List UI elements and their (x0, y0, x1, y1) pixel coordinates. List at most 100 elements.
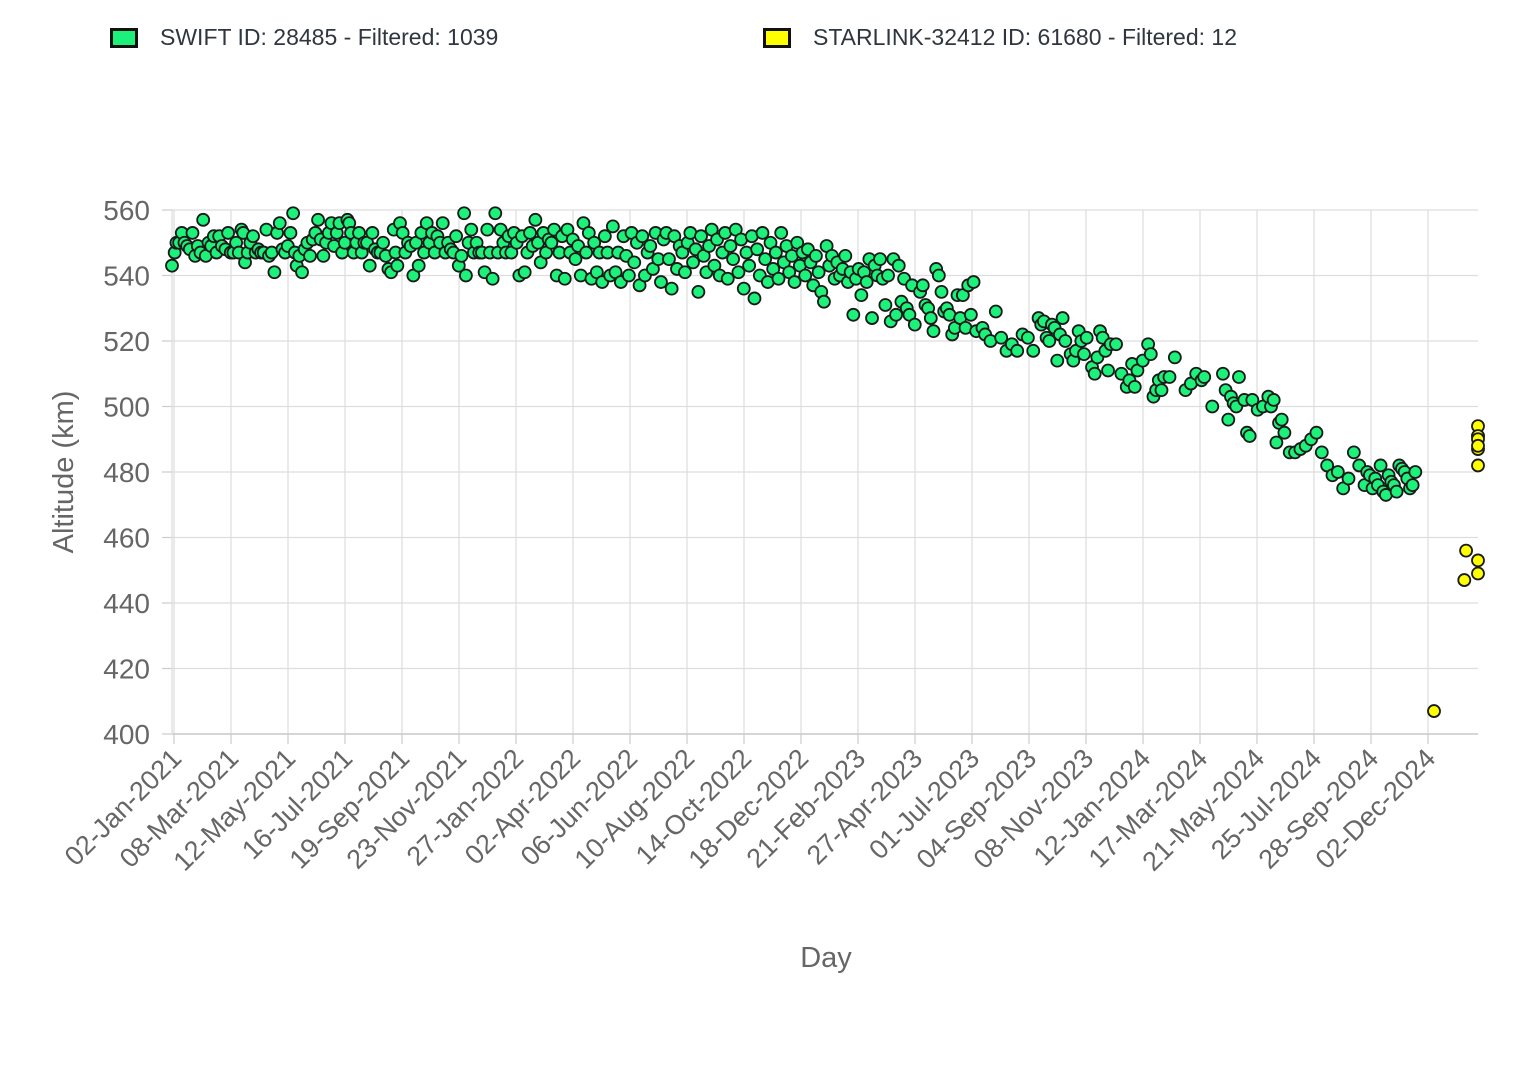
y-tick-label: 540 (103, 261, 150, 292)
data-point (517, 265, 532, 280)
data-point (771, 271, 786, 286)
data-point (1221, 412, 1236, 427)
data-point (454, 248, 469, 263)
data-point (891, 258, 906, 273)
data-point (747, 291, 762, 306)
data-point (736, 281, 751, 296)
data-point (635, 229, 650, 244)
data-point (662, 252, 676, 267)
legend-label-starlink: STARLINK-32412 ID: 61680 - Filtered: 12 (813, 24, 1238, 50)
data-point (934, 284, 949, 299)
data-point (1471, 566, 1485, 581)
data-point (185, 226, 200, 240)
data-point (283, 226, 298, 240)
data-point (923, 311, 938, 325)
data-point (1205, 399, 1220, 414)
data-points (165, 206, 1485, 718)
data-point (963, 307, 978, 322)
x-tick-labels: 02-Jan-202108-Mar-202112-May-202116-Jul-… (59, 743, 1441, 877)
y-tick-label: 480 (103, 457, 150, 488)
data-point (859, 275, 874, 289)
data-point (568, 252, 583, 267)
data-point (1309, 425, 1324, 440)
data-point (889, 307, 903, 322)
data-point (1330, 465, 1345, 479)
data-point (1010, 343, 1025, 358)
data-point (854, 288, 869, 303)
data-point (365, 226, 380, 240)
x-axis-label: Day (800, 942, 852, 974)
data-point (597, 229, 612, 244)
data-point (1050, 353, 1065, 368)
data-point (1341, 471, 1356, 486)
data-point (755, 226, 770, 240)
data-point (798, 268, 813, 283)
data-point (1405, 478, 1420, 493)
data-point (731, 265, 746, 280)
data-point (1269, 435, 1284, 450)
data-point (627, 255, 642, 270)
data-point (809, 248, 823, 263)
data-point (390, 258, 405, 273)
y-tick-labels: 400 420 440 460 480 500 520 540 560 (103, 195, 150, 750)
data-point (838, 248, 853, 263)
data-point (488, 206, 503, 221)
data-point (1109, 337, 1123, 352)
data-point (362, 258, 377, 273)
legend-swatch-starlink (763, 27, 791, 48)
data-point (311, 212, 325, 227)
data-point (873, 252, 887, 267)
data-point (1346, 445, 1361, 460)
data-point (1042, 334, 1057, 348)
data-point (787, 275, 802, 289)
y-tick-label: 400 (103, 719, 150, 750)
data-point (758, 252, 773, 267)
data-point (720, 271, 735, 286)
data-point (750, 242, 765, 257)
data-point (768, 245, 783, 260)
data-point (1471, 438, 1485, 453)
legend-item-swift[interactable]: SWIFT ID: 28485 - Filtered: 1039 (110, 24, 498, 51)
data-point (915, 278, 930, 293)
series-swift (165, 206, 1423, 502)
data-point (1373, 458, 1388, 473)
data-point (1277, 425, 1292, 440)
data-point (742, 258, 757, 273)
data-point (1216, 366, 1230, 381)
y-tick-label: 440 (103, 588, 150, 619)
data-point (878, 298, 893, 312)
data-point (1459, 543, 1473, 558)
data-point (316, 248, 331, 263)
data-point (994, 330, 1009, 345)
data-point (643, 239, 658, 253)
data-point (1389, 484, 1404, 499)
data-point (726, 252, 740, 267)
data-point (1427, 704, 1441, 718)
data-point (272, 216, 287, 231)
legend-label-swift: SWIFT ID: 28485 - Filtered: 1039 (160, 24, 499, 50)
data-point (931, 268, 946, 283)
data-point (1079, 330, 1094, 345)
data-point (1127, 379, 1142, 394)
data-point (376, 235, 390, 250)
data-point (966, 275, 981, 289)
legend-item-starlink[interactable]: STARLINK-32412 ID: 61680 - Filtered: 12 (763, 24, 1237, 51)
data-point (1242, 429, 1257, 443)
data-point (1408, 465, 1423, 479)
data-point (1197, 370, 1212, 384)
data-point (1274, 412, 1289, 427)
data-point (1055, 311, 1070, 325)
data-point (774, 226, 789, 240)
data-point (694, 229, 708, 244)
y-tick-label: 520 (103, 326, 150, 357)
data-point (1077, 347, 1091, 362)
data-point (196, 212, 211, 227)
data-point (295, 265, 309, 280)
legend-swatch-swift (110, 27, 138, 48)
data-point (544, 235, 559, 250)
data-point (286, 206, 301, 221)
data-point (811, 265, 826, 280)
data-point (926, 324, 941, 339)
data-point (1101, 363, 1115, 378)
